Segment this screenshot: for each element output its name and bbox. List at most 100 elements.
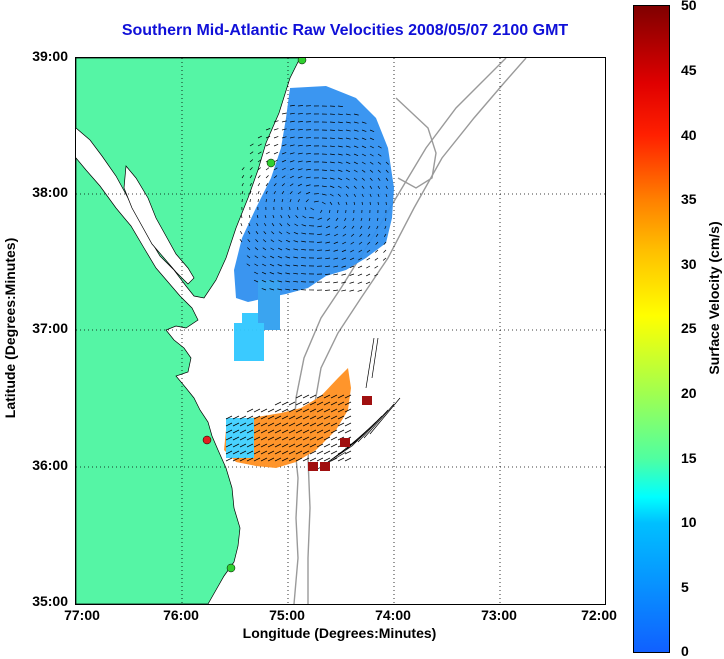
velocity-vector xyxy=(285,264,291,267)
map-plot-area[interactable] xyxy=(75,57,606,605)
station-marker xyxy=(202,435,212,445)
map-title: Southern Mid-Atlantic Raw Velocities 200… xyxy=(121,22,569,39)
velocity-vector xyxy=(288,450,296,455)
velocity-vector xyxy=(278,231,283,235)
colorbar-tick-label: 0 xyxy=(681,643,689,659)
velocity-vector xyxy=(267,457,275,462)
x-axis-label: Longitude (Degrees:Minutes) xyxy=(242,625,437,641)
velocity-vectors xyxy=(225,104,401,471)
velocity-vector xyxy=(273,128,279,131)
velocity-vector xyxy=(357,281,363,284)
velocity-vector xyxy=(325,289,331,291)
map-canvas xyxy=(76,58,605,604)
velocity-vector xyxy=(297,191,302,195)
velocity-vector xyxy=(277,264,283,267)
velocity-vector xyxy=(285,248,291,251)
velocity-vector xyxy=(264,222,267,227)
velocity-vector xyxy=(323,422,331,427)
velocity-vector xyxy=(337,193,341,197)
velocity-vector xyxy=(366,265,371,269)
velocity-vector xyxy=(329,153,335,156)
lon-tick-label: 76:00 xyxy=(163,607,199,623)
velocity-vector xyxy=(274,443,282,448)
velocity-vector xyxy=(309,217,315,219)
lon-tick-label: 75:00 xyxy=(269,607,305,623)
velocity-vector xyxy=(249,182,252,187)
velocity-vector xyxy=(225,457,233,462)
velocity-vector xyxy=(274,408,282,413)
velocity-vector xyxy=(330,443,338,448)
velocity-vector xyxy=(281,159,287,163)
velocity-vector xyxy=(323,450,331,455)
velocity-vector xyxy=(337,121,343,124)
velocity-vector xyxy=(323,457,331,462)
velocity-vector xyxy=(323,443,331,448)
velocity-vector xyxy=(294,223,299,227)
velocity-vector xyxy=(288,408,296,413)
velocity-vector xyxy=(285,280,291,283)
velocity-vector xyxy=(309,443,317,448)
velocity-vector xyxy=(361,153,366,157)
velocity-vector xyxy=(288,422,296,427)
velocity-vector xyxy=(246,408,254,413)
velocity-vector xyxy=(316,436,324,441)
velocity-vector xyxy=(257,143,262,147)
velocity-vector xyxy=(365,273,371,277)
velocity-vector xyxy=(269,263,275,267)
velocity-vector xyxy=(302,443,310,448)
velocity-vector xyxy=(281,443,289,448)
colorbar-tick-label: 45 xyxy=(681,62,697,78)
velocity-vector xyxy=(345,177,350,181)
velocity-vector xyxy=(344,457,352,462)
velocity-vector xyxy=(225,415,233,420)
velocity-vector xyxy=(333,289,339,292)
velocity-vector xyxy=(246,450,254,455)
velocity-vector xyxy=(249,151,254,155)
velocity-vector xyxy=(267,422,275,427)
velocity-vector xyxy=(265,151,270,155)
velocity-vector xyxy=(288,415,296,420)
velocity-vector xyxy=(321,193,327,196)
velocity-vector xyxy=(369,177,373,181)
velocity-vector xyxy=(317,241,323,243)
velocity-vector xyxy=(264,214,267,219)
velocity-vector xyxy=(270,255,275,259)
velocity-vector xyxy=(357,289,363,292)
velocity-vector xyxy=(302,450,310,455)
velocity-vector xyxy=(366,257,371,261)
velocity-vector xyxy=(371,337,379,379)
velocity-vector xyxy=(350,241,355,245)
velocity-vector xyxy=(366,249,371,253)
velocity-vector xyxy=(253,408,261,413)
velocity-vector xyxy=(257,135,263,139)
velocity-vector xyxy=(267,415,275,420)
velocity-vector xyxy=(269,288,275,291)
velocity-vector xyxy=(341,273,347,276)
velocity-vector xyxy=(376,225,379,230)
velocity-vector xyxy=(253,422,261,427)
velocity-vector xyxy=(289,112,295,115)
velocity-vector xyxy=(320,209,323,214)
velocity-vector xyxy=(271,223,275,227)
velocity-vector xyxy=(255,239,259,243)
velocity-vector xyxy=(316,408,324,413)
velocity-vector xyxy=(293,280,299,283)
velocity-vector xyxy=(305,153,311,155)
velocity-vector xyxy=(323,394,331,399)
velocity-vector xyxy=(265,135,271,139)
velocity-vector xyxy=(297,113,303,115)
velocity-vector xyxy=(285,239,291,243)
velocity-vector xyxy=(367,233,371,237)
velocity-vector xyxy=(246,263,251,267)
velocity-vector xyxy=(305,199,309,203)
velocity-vector xyxy=(241,182,244,187)
velocity-vector xyxy=(344,217,347,222)
velocity-vector xyxy=(350,249,355,253)
velocity-vector xyxy=(293,231,299,235)
velocity-vector xyxy=(317,217,323,220)
velocity-vector xyxy=(313,200,319,203)
velocity-vector xyxy=(239,457,247,462)
velocity-vector xyxy=(369,145,374,149)
velocity-vector xyxy=(353,121,359,124)
velocity-vector xyxy=(281,167,286,171)
